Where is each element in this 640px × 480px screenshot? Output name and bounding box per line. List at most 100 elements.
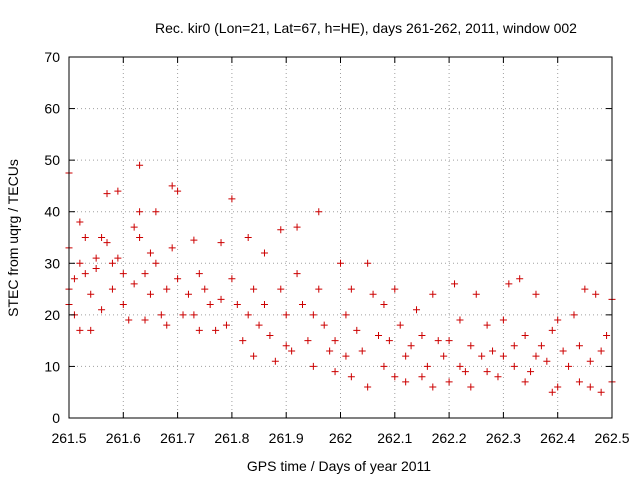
data-point: [315, 285, 323, 293]
data-point: [228, 275, 236, 283]
data-point: [337, 259, 344, 267]
data-point: [130, 280, 138, 288]
data-point: [592, 290, 600, 298]
data-point: [445, 378, 453, 386]
x-tick-label: 261.9: [269, 430, 304, 446]
data-point: [119, 270, 127, 278]
data-point: [342, 352, 350, 360]
data-point: [190, 311, 198, 319]
data-point: [407, 342, 415, 350]
data-point: [174, 275, 182, 283]
data-point: [201, 285, 209, 293]
data-point: [190, 236, 198, 244]
data-point: [163, 285, 171, 293]
data-point: [418, 331, 426, 339]
data-point: [575, 378, 583, 386]
chart-title: Rec. kir0 (Lon=21, Lat=67, h=HE), days 2…: [155, 20, 577, 36]
data-point: [92, 254, 100, 262]
data-point: [136, 234, 144, 241]
data-point: [212, 326, 220, 334]
y-tick-label: 40: [44, 204, 60, 220]
axis-tick-labels: 261.5 261.6 261.7 261.8 261.9 262 262.1 262.2 26…: [44, 49, 629, 446]
data-point: [157, 311, 165, 319]
x-tick-label: 261.8: [214, 430, 249, 446]
x-tick-label: 261.5: [51, 430, 86, 446]
data-point: [255, 321, 263, 329]
data-point: [76, 259, 84, 267]
data-point: [603, 331, 611, 339]
data-point: [478, 352, 486, 360]
data-point: [516, 275, 524, 283]
data-point: [429, 290, 437, 298]
data-point: [434, 337, 442, 345]
data-point: [293, 223, 301, 231]
data-point: [402, 378, 410, 386]
data-point: [125, 316, 133, 324]
data-point: [597, 388, 605, 396]
data-point: [554, 316, 562, 324]
data-point: [152, 259, 160, 267]
x-tick-label: 261.7: [160, 430, 195, 446]
data-point: [456, 316, 464, 324]
data-point: [532, 352, 540, 360]
data-point: [402, 352, 410, 360]
data-point: [494, 373, 502, 381]
data-point: [184, 290, 192, 298]
data-point: [114, 254, 122, 262]
x-tick-label: 262: [329, 430, 353, 446]
data-point: [483, 321, 491, 329]
data-point: [233, 301, 241, 309]
x-tick-label: 262.3: [486, 430, 521, 446]
axis-ticks: [68, 56, 613, 419]
data-point: [228, 195, 236, 203]
data-point: [244, 311, 252, 319]
data-point: [277, 226, 285, 234]
data-point: [532, 290, 540, 298]
x-tick-label: 261.6: [106, 430, 141, 446]
data-point: [586, 357, 594, 365]
y-tick-label: 50: [44, 152, 60, 168]
data-point: [505, 280, 513, 288]
data-point: [271, 357, 279, 365]
data-point: [575, 342, 583, 350]
data-point: [326, 347, 334, 355]
data-point: [369, 290, 377, 298]
data-point: [391, 373, 399, 381]
y-tick-label: 0: [52, 410, 60, 426]
data-point: [440, 352, 448, 360]
data-point: [364, 259, 372, 267]
data-point: [195, 326, 203, 334]
data-point: [260, 249, 268, 257]
data-point: [429, 383, 437, 391]
data-point: [570, 311, 578, 319]
data-point: [315, 208, 323, 216]
data-point: [559, 347, 567, 355]
data-point: [489, 347, 497, 355]
data-point: [87, 290, 95, 298]
y-tick-label: 70: [44, 49, 60, 65]
data-point: [499, 316, 507, 324]
data-point: [250, 285, 258, 293]
data-point: [581, 285, 589, 293]
data-point: [385, 337, 393, 345]
data-point: [304, 337, 312, 345]
y-tick-label: 60: [44, 101, 60, 117]
x-tick-label: 262.1: [377, 430, 412, 446]
data-point: [266, 331, 274, 339]
data-point: [380, 301, 388, 309]
data-point: [364, 383, 372, 391]
data-point: [114, 187, 122, 195]
data-point: [298, 301, 306, 309]
data-point: [130, 223, 138, 231]
data-point: [445, 337, 453, 345]
data-point: [81, 234, 89, 241]
data-point: [136, 161, 144, 169]
data-point: [418, 373, 426, 381]
data-point: [195, 270, 203, 278]
data-point: [260, 301, 268, 309]
data-point: [277, 285, 285, 293]
x-tick-label: 262.5: [594, 430, 629, 446]
